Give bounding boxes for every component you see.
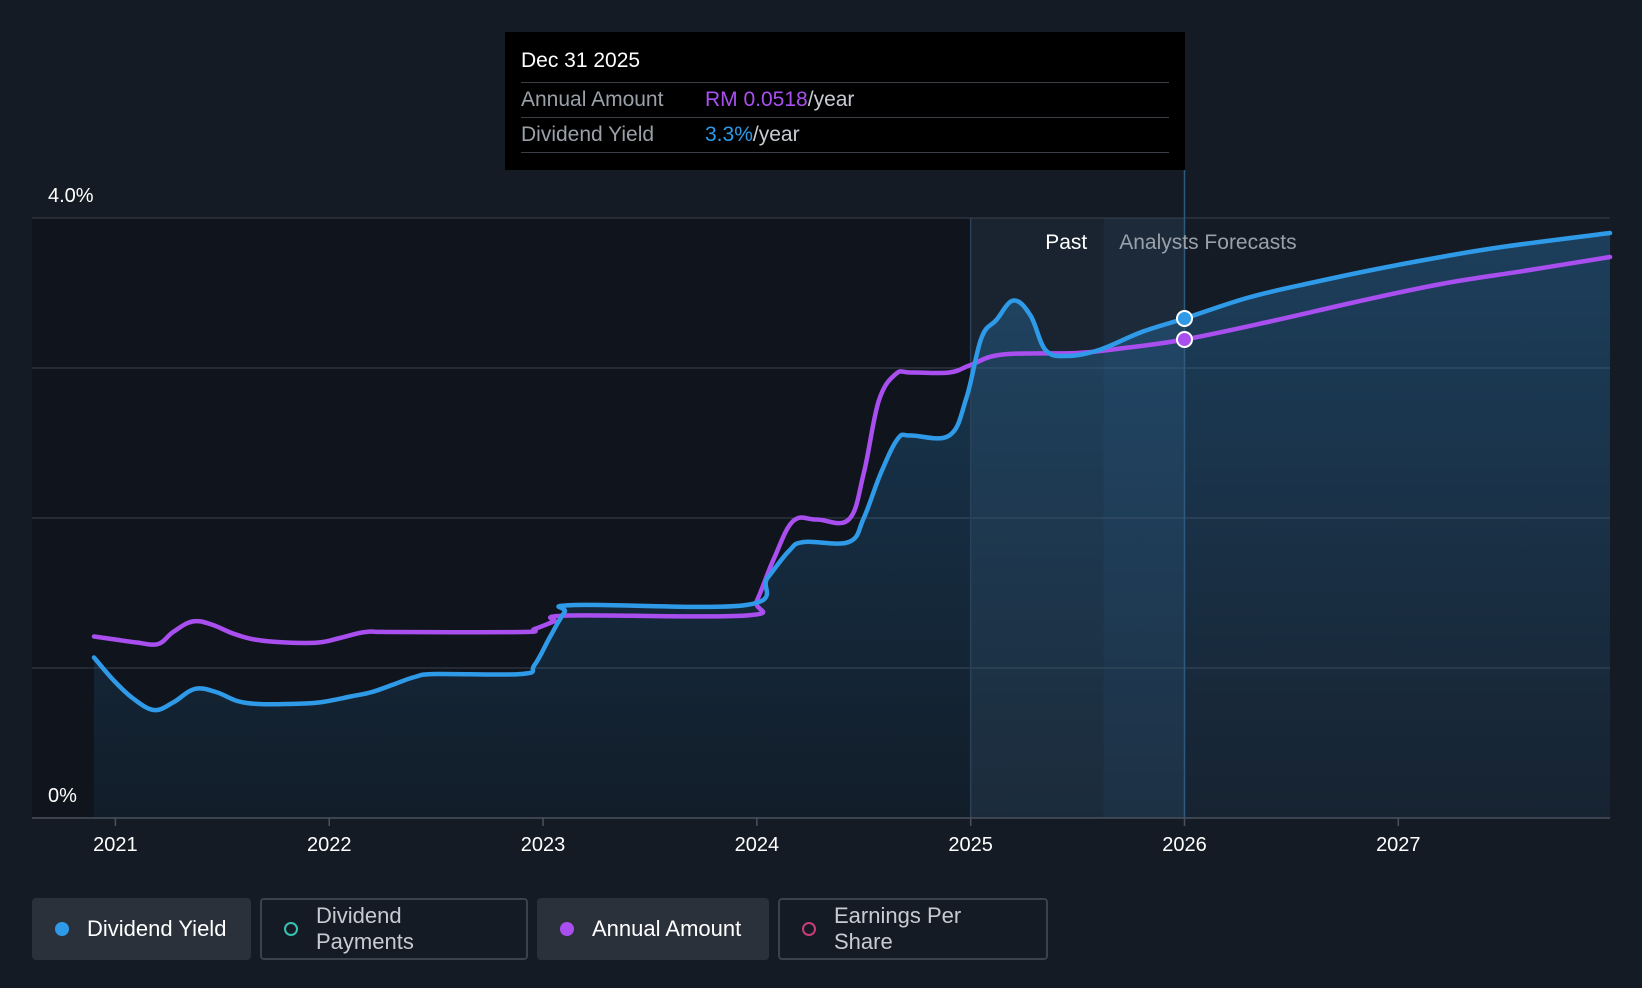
hover-points [1175, 310, 1193, 348]
tooltip-date: Dec 31 2025 [521, 46, 1169, 83]
y-tick-label-max: 4.0% [48, 185, 94, 207]
tooltip-annual-amount-label: Annual Amount [521, 88, 664, 111]
chart-legend: Dividend Yield Dividend Payments Annual … [32, 898, 1048, 960]
chart-tooltip: Dec 31 2025 Annual Amount RM 0.0518/year… [505, 32, 1185, 170]
x-tick-label-2024: 2024 [735, 834, 780, 856]
x-tick-label-2025: 2025 [948, 834, 993, 856]
y-tick-label-min: 0% [48, 785, 77, 807]
dividend-yield-hover-point [1175, 310, 1193, 327]
x-tick-label-2022: 2022 [307, 834, 352, 856]
legend-dividend-yield-dot-icon [55, 922, 69, 936]
dividend-yield-area [94, 233, 1610, 818]
forecast-period-label: Analysts Forecasts [1119, 231, 1296, 254]
legend-earnings-per-share-label: Earnings Per Share [834, 903, 962, 954]
past-period-label: Past [1045, 231, 1087, 254]
legend-annual-amount-dot-icon [560, 922, 574, 936]
legend-annual-amount-label: Annual Amount [592, 916, 742, 941]
legend-earnings-per-share-ring-icon [802, 922, 816, 936]
dividend-yield-line[interactable] [91, 230, 1613, 713]
legend-annual-amount-button[interactable]: Annual Amount [537, 898, 769, 960]
x-tick-label-2021: 2021 [93, 834, 138, 856]
x-tick-label-2027: 2027 [1376, 834, 1421, 856]
legend-dividend-yield-button[interactable]: Dividend Yield [32, 898, 251, 960]
legend-dividend-payments-button[interactable]: Dividend Payments [260, 898, 528, 960]
tooltip-dividend-yield-label: Dividend Yield [521, 123, 655, 146]
tooltip-dividend-yield-value: 3.3% [705, 123, 753, 146]
x-tick-label-2026: 2026 [1162, 834, 1207, 856]
tooltip-dividend-yield-row: Dividend Yield 3.3%/year [521, 118, 1169, 153]
tooltip-annual-amount-value: RM 0.0518 [705, 88, 808, 111]
y-axis-ticks: 0% 4.0% [48, 185, 94, 807]
annual-amount-hover-point [1175, 331, 1193, 348]
tooltip-dividend-yield-unit: /year [752, 123, 800, 146]
x-axis-ticks: 2021 2022 2023 2024 2025 2026 2027 [93, 818, 1421, 856]
legend-earnings-per-share-button[interactable]: Earnings Per Share [778, 898, 1048, 960]
legend-dividend-payments-label: Dividend Payments [316, 903, 414, 954]
x-tick-label-2023: 2023 [521, 834, 566, 856]
legend-dividend-yield-label: Dividend Yield [87, 916, 227, 941]
tooltip-annual-amount-row: Annual Amount RM 0.0518/year [521, 83, 1169, 118]
legend-dividend-payments-ring-icon [284, 922, 298, 936]
tooltip-annual-amount-unit: /year [807, 88, 855, 111]
